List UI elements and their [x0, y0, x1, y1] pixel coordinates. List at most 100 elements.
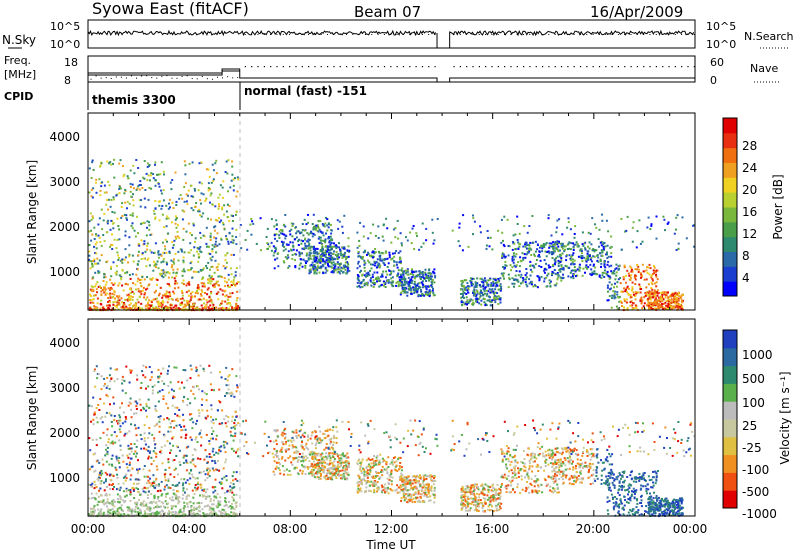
- echo-point: [370, 277, 373, 280]
- echo-point: [480, 278, 483, 280]
- echo-point: [232, 178, 235, 181]
- echo-point: [517, 261, 520, 263]
- echo-point: [551, 253, 553, 256]
- echo-point: [281, 232, 284, 235]
- echo-point: [200, 471, 203, 474]
- echo-point: [175, 495, 178, 498]
- echo-point: [207, 307, 210, 310]
- echo-point: [95, 416, 98, 419]
- power-ytick-4000: 4000: [49, 130, 80, 144]
- echo-point: [237, 306, 240, 308]
- echo-point: [629, 296, 632, 299]
- echo-point: [319, 261, 322, 264]
- echo-point: [500, 272, 503, 275]
- echo-point: [222, 265, 225, 268]
- echo-point: [234, 308, 237, 311]
- echo-point: [358, 265, 361, 268]
- nave-dot: [409, 66, 411, 68]
- echo-point: [235, 236, 238, 238]
- echo-point: [403, 276, 406, 279]
- nave-dot: [100, 77, 102, 79]
- echo-point: [196, 246, 199, 249]
- echo-point: [426, 285, 429, 288]
- echo-point: [88, 258, 91, 261]
- echo-point: [199, 199, 202, 202]
- echo-point: [570, 255, 573, 258]
- echo-point: [519, 256, 522, 259]
- echo-point: [547, 214, 550, 217]
- echo-point: [411, 227, 414, 230]
- echo-point: [361, 257, 364, 260]
- echo-point: [516, 223, 519, 225]
- echo-point: [92, 289, 95, 292]
- echo-point: [95, 486, 98, 489]
- nave-dot: [636, 66, 639, 68]
- echo-point: [204, 449, 207, 452]
- echo-point: [616, 308, 619, 311]
- echo-point: [173, 258, 175, 261]
- echo-point: [404, 269, 407, 272]
- echo-point: [301, 229, 304, 232]
- echo-point: [414, 289, 417, 292]
- echo-point: [192, 476, 195, 479]
- echo-point: [174, 513, 176, 516]
- echo-point: [182, 400, 185, 403]
- echo-point: [655, 307, 658, 310]
- echo-point: [128, 236, 131, 239]
- echo-point: [118, 282, 121, 285]
- echo-point: [565, 254, 568, 257]
- nave-dot: [453, 66, 455, 68]
- echo-point: [115, 306, 118, 309]
- echo-point: [296, 230, 299, 233]
- echo-point: [104, 382, 106, 385]
- echo-point: [221, 306, 224, 309]
- echo-point: [612, 290, 615, 293]
- colorbar-swatch: [723, 281, 737, 297]
- echo-point: [156, 504, 159, 507]
- echo-point: [227, 240, 230, 243]
- echo-point: [99, 417, 102, 420]
- echo-point: [327, 249, 330, 252]
- echo-point: [561, 243, 564, 245]
- echo-point: [169, 426, 172, 429]
- echo-point: [211, 255, 214, 258]
- echo-point: [372, 223, 375, 226]
- echo-point: [425, 276, 428, 279]
- echo-point: [527, 247, 530, 250]
- echo-point: [465, 279, 468, 282]
- echo-point: [136, 268, 139, 271]
- echo-point: [155, 455, 158, 458]
- echo-point: [323, 260, 326, 263]
- echo-point: [599, 260, 602, 262]
- echo-point: [163, 252, 166, 255]
- echo-point: [210, 277, 213, 280]
- echo-point: [100, 482, 103, 485]
- nsearch-dot: [459, 34, 461, 35]
- echo-point: [99, 189, 102, 192]
- echo-point: [322, 265, 325, 268]
- echo-point: [381, 274, 383, 277]
- echo-point: [93, 413, 96, 416]
- echo-point: [98, 178, 101, 181]
- echo-point: [133, 412, 135, 415]
- echo-point: [519, 243, 522, 246]
- echo-point: [573, 236, 576, 239]
- echo-point: [309, 257, 312, 260]
- echo-point: [525, 247, 528, 250]
- echo-point: [272, 254, 275, 257]
- echo-point: [202, 470, 205, 473]
- echo-point: [336, 219, 339, 222]
- echo-point: [192, 386, 195, 389]
- echo-point: [566, 248, 569, 250]
- echo-point: [175, 424, 178, 427]
- echo-point: [145, 448, 148, 451]
- echo-point: [176, 483, 179, 486]
- echo-point: [492, 282, 495, 285]
- echo-point: [548, 279, 551, 282]
- echo-point: [104, 286, 107, 289]
- echo-point: [162, 502, 165, 505]
- echo-point: [198, 181, 201, 184]
- echo-point: [140, 285, 143, 288]
- echo-point: [343, 247, 346, 250]
- echo-point: [147, 445, 150, 448]
